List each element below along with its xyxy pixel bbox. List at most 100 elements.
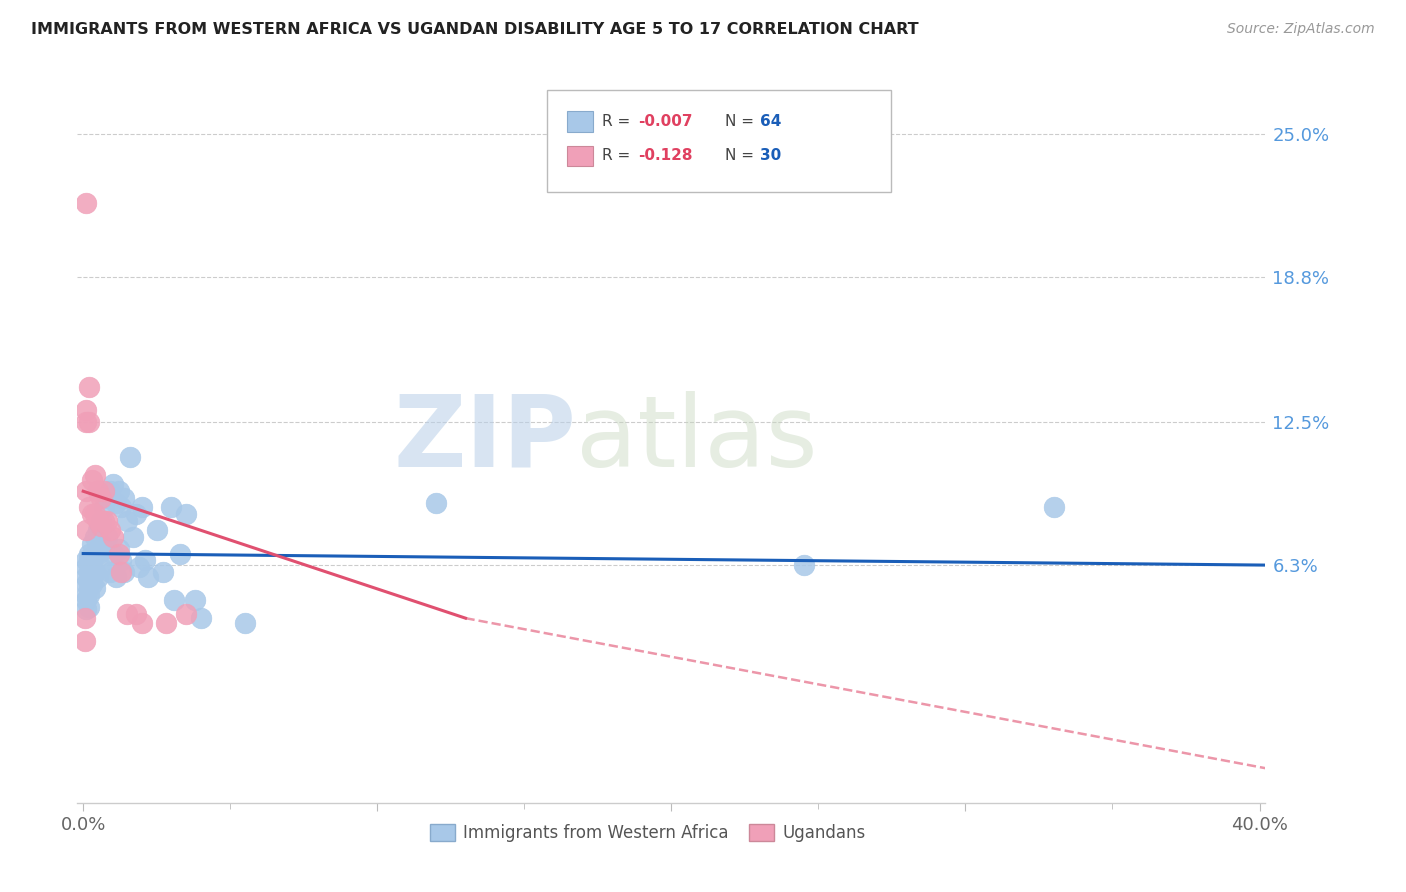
Point xyxy=(96,530,118,544)
Point xyxy=(75,569,97,583)
Point xyxy=(84,547,107,561)
Point xyxy=(163,592,186,607)
Point xyxy=(117,514,139,528)
Point xyxy=(77,415,100,429)
Point xyxy=(90,560,112,574)
Point xyxy=(96,491,118,505)
Point xyxy=(90,519,112,533)
Point xyxy=(90,537,112,551)
Point xyxy=(90,491,112,505)
Point xyxy=(87,569,110,583)
Point xyxy=(174,508,197,522)
Point xyxy=(98,565,121,579)
Point xyxy=(117,607,139,621)
Point xyxy=(112,491,135,505)
Point xyxy=(90,514,112,528)
Point xyxy=(125,508,148,522)
Point xyxy=(77,576,100,591)
Point xyxy=(101,530,124,544)
Text: -0.128: -0.128 xyxy=(638,148,693,163)
Point xyxy=(77,588,100,602)
Point xyxy=(155,615,177,630)
Point xyxy=(77,553,100,567)
Point xyxy=(190,611,212,625)
Point xyxy=(75,195,97,210)
Point xyxy=(75,553,97,567)
Point xyxy=(110,553,132,567)
Text: 30: 30 xyxy=(761,148,782,163)
Text: ZIP: ZIP xyxy=(394,391,576,488)
Point xyxy=(93,484,115,499)
Point xyxy=(174,607,197,621)
Text: R =: R = xyxy=(602,148,636,163)
Point xyxy=(73,634,96,648)
FancyBboxPatch shape xyxy=(567,145,593,166)
Point xyxy=(77,599,100,614)
Point xyxy=(104,496,127,510)
Point xyxy=(77,565,100,579)
FancyBboxPatch shape xyxy=(547,90,891,192)
Point xyxy=(98,484,121,499)
Point xyxy=(77,500,100,515)
Point xyxy=(233,615,256,630)
Point xyxy=(131,500,153,515)
Point xyxy=(80,473,103,487)
Text: IMMIGRANTS FROM WESTERN AFRICA VS UGANDAN DISABILITY AGE 5 TO 17 CORRELATION CHA: IMMIGRANTS FROM WESTERN AFRICA VS UGANDA… xyxy=(31,22,918,37)
Point xyxy=(75,560,97,574)
Point xyxy=(87,524,110,538)
Legend: Immigrants from Western Africa, Ugandans: Immigrants from Western Africa, Ugandans xyxy=(423,817,872,849)
Point xyxy=(93,541,115,556)
Text: Source: ZipAtlas.com: Source: ZipAtlas.com xyxy=(1227,22,1375,37)
FancyBboxPatch shape xyxy=(567,112,593,132)
Point xyxy=(145,524,167,538)
Point xyxy=(87,484,110,499)
Point xyxy=(1042,500,1064,515)
Point xyxy=(87,514,110,528)
Point xyxy=(122,530,145,544)
Text: -0.007: -0.007 xyxy=(638,114,693,129)
Point xyxy=(87,547,110,561)
Point xyxy=(80,537,103,551)
Point xyxy=(107,541,129,556)
Point xyxy=(104,569,127,583)
Point xyxy=(80,553,103,567)
Point xyxy=(75,592,97,607)
Point xyxy=(131,615,153,630)
Point xyxy=(75,576,97,591)
Point xyxy=(96,514,118,528)
Point xyxy=(84,565,107,579)
Point xyxy=(425,496,447,510)
Point xyxy=(110,500,132,515)
Point xyxy=(101,547,124,561)
Point xyxy=(152,565,174,579)
Point xyxy=(98,524,121,538)
Text: N =: N = xyxy=(725,148,759,163)
Point xyxy=(73,611,96,625)
Point xyxy=(112,565,135,579)
Text: 64: 64 xyxy=(761,114,782,129)
Point xyxy=(134,553,156,567)
Text: R =: R = xyxy=(602,114,636,129)
Point xyxy=(75,415,97,429)
Point xyxy=(84,508,107,522)
Point xyxy=(125,607,148,621)
Point xyxy=(128,560,150,574)
Point xyxy=(136,569,159,583)
Point xyxy=(107,547,129,561)
Point xyxy=(75,602,97,616)
Point xyxy=(160,500,183,515)
Point xyxy=(93,514,115,528)
Point xyxy=(107,484,129,499)
Point xyxy=(84,581,107,595)
Text: atlas: atlas xyxy=(576,391,818,488)
Point xyxy=(84,468,107,483)
Point xyxy=(101,477,124,491)
Point xyxy=(75,588,97,602)
Point xyxy=(84,530,107,544)
Point xyxy=(80,576,103,591)
Point xyxy=(77,380,100,394)
Point xyxy=(93,500,115,515)
Point xyxy=(184,592,207,607)
Point xyxy=(793,558,815,573)
Point xyxy=(80,508,103,522)
